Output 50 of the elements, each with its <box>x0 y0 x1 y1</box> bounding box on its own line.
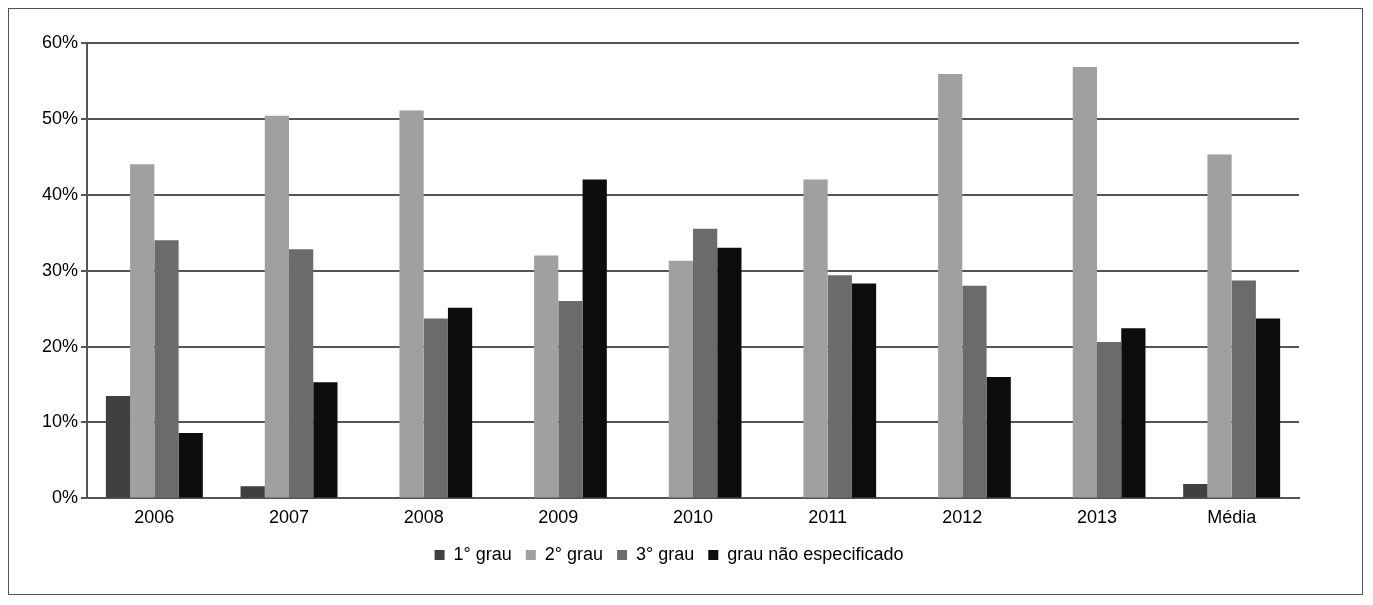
legend-label: grau não especificado <box>727 543 904 564</box>
bar <box>582 179 607 498</box>
x-tick-label: 2013 <box>1076 507 1118 528</box>
bar <box>1097 341 1122 498</box>
x-tick-label: 2009 <box>538 507 579 528</box>
x-tick-label: 2011 <box>808 507 848 528</box>
bar <box>289 249 314 498</box>
bar <box>1231 280 1256 498</box>
x-tick-label: 2012 <box>942 507 983 528</box>
legend-label: 1° grau <box>453 543 512 564</box>
bar <box>105 395 131 498</box>
bar <box>240 486 265 498</box>
legend-label: 2° grau <box>544 543 604 564</box>
bar <box>447 307 473 498</box>
y-tick-label: 0% <box>52 487 79 508</box>
bar <box>717 247 742 498</box>
bar <box>1255 318 1281 498</box>
bar <box>423 318 448 498</box>
y-tick-label: 50% <box>42 107 79 128</box>
bar <box>534 255 559 498</box>
x-tick-label: 2008 <box>403 507 444 528</box>
bar <box>803 179 828 498</box>
y-tick-label: 10% <box>42 411 79 432</box>
bar <box>986 376 1011 498</box>
bar <box>264 115 290 498</box>
x-tick-label: 2010 <box>672 507 714 528</box>
bar <box>154 240 179 498</box>
bar <box>1207 154 1232 498</box>
bar <box>962 285 987 498</box>
y-tick-label: 60% <box>42 31 79 52</box>
x-tick-label: 2007 <box>269 507 310 528</box>
bar <box>1072 67 1097 498</box>
y-tick-label: 20% <box>42 335 79 356</box>
bar <box>558 300 583 498</box>
bar <box>693 228 718 498</box>
bar <box>827 275 852 498</box>
bar <box>178 433 203 498</box>
y-tick-label: 40% <box>42 183 79 204</box>
bar <box>938 73 963 498</box>
bar <box>1121 328 1146 498</box>
bar <box>313 382 338 498</box>
x-tick-label: Média <box>1207 507 1258 528</box>
bar <box>130 164 155 498</box>
legend-label: 3° grau <box>636 543 695 564</box>
y-tick-label: 30% <box>42 259 79 280</box>
x-tick-label: 2006 <box>134 507 175 528</box>
bar <box>668 260 694 498</box>
bar <box>1183 483 1208 498</box>
bar <box>399 110 424 498</box>
bar <box>851 283 877 498</box>
